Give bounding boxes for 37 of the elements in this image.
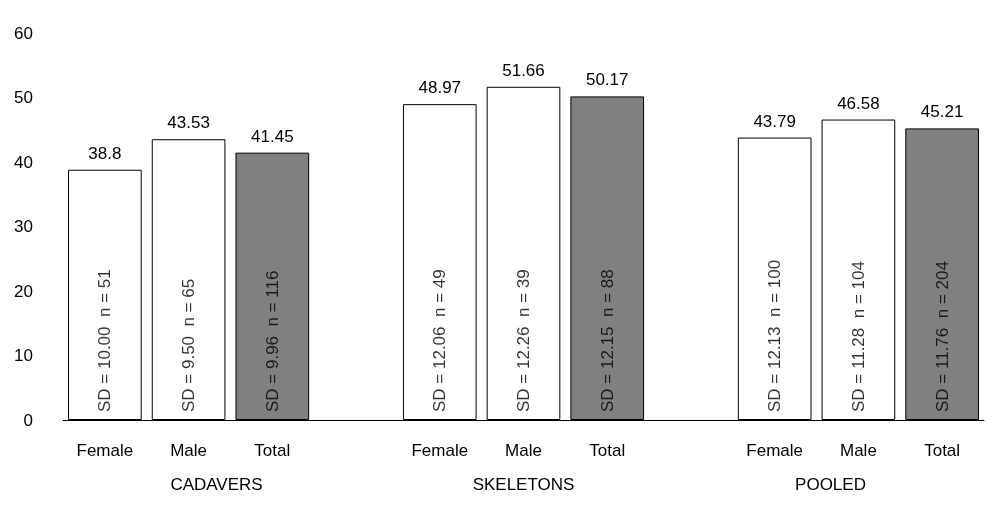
y-tick-label: 50 (14, 88, 33, 107)
x-tick-label: Total (254, 441, 291, 460)
text: SKELETONS (472, 475, 575, 494)
x-tick-label: Female (411, 441, 469, 460)
data-label: 38.8 (88, 143, 122, 163)
x-tick-label: Total (589, 441, 626, 460)
data-label: 45.21 (920, 102, 964, 122)
x-tick-label: Male (839, 441, 877, 460)
y-tick-label: 30 (14, 217, 33, 236)
data-label: 50.17 (585, 70, 629, 90)
annotation: SD = 9.96 n = 116 (262, 270, 282, 412)
data-label: 46.58 (837, 93, 880, 113)
y-tick-label: 60 (14, 23, 33, 43)
x-tick-label: Total (924, 441, 961, 460)
annotation: SD = 9.50 n = 65 (179, 278, 199, 412)
x-tick-label: Male (505, 441, 542, 460)
data-label: 43.53 (167, 113, 210, 133)
x-tick-label: Female (746, 441, 804, 460)
annotation: SD = 11.76 n = 204 (932, 261, 952, 412)
y-tick-label: 20 (14, 281, 33, 301)
x-tick-label: Male (170, 441, 208, 460)
x-tick-label: Female (76, 441, 134, 460)
data-label: 51.66 (502, 60, 545, 80)
annotation: SD = 12.06 n = 49 (430, 269, 450, 412)
data-label: 41.45 (251, 126, 294, 146)
annotation: SD = 12.26 n = 39 (514, 269, 533, 412)
annotation: SD = 10.00 n = 51 (95, 269, 115, 412)
annotation: SD = 12.13 n = 100 (765, 259, 785, 412)
data-label: 43.79 (753, 111, 796, 131)
annotation: SD = 11.28 n = 104 (848, 261, 868, 412)
text: POOLED (795, 475, 866, 494)
y-tick-label: 40 (14, 152, 33, 172)
text: CADAVERS (170, 475, 263, 494)
annotation: SD = 12.15 n = 88 (597, 269, 617, 412)
y-tick-label: 10 (14, 346, 33, 365)
y-tick-label: 0 (23, 410, 33, 430)
data-label: 48.97 (418, 78, 462, 98)
